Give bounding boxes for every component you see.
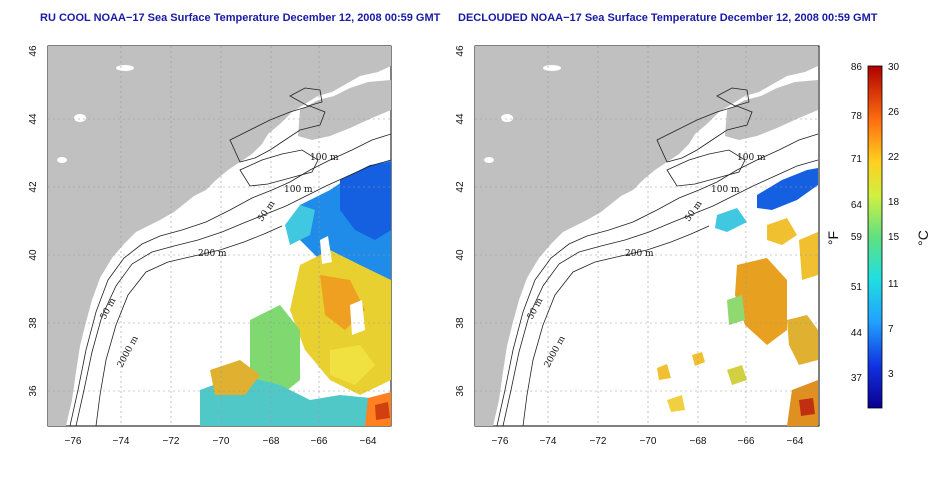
colorbar-celsius-tick: 26 [888,107,900,118]
x-tick-label: −70 [640,436,657,447]
right-lake [484,157,494,163]
y-tick-label: 46 [28,45,39,57]
colorbar-gradient [867,65,883,409]
x-tick-label: −68 [263,436,280,447]
colorbar-celsius-tick: 18 [888,197,900,208]
y-tick-label: 42 [28,181,39,193]
colorbar-fahrenheit-tick: 86 [851,62,863,73]
left-land-nova-scotia [298,80,391,140]
contour-label: 200 m [625,249,654,259]
left-panel-title: RU COOL NOAA−17 Sea Surface Temperature … [40,12,441,24]
y-tick-label: 40 [455,249,466,261]
colorbar-fahrenheit-tick: 37 [851,373,863,384]
right-land-nova-scotia [725,80,818,140]
left-y-ticks: 36 38 40 42 44 46 [28,45,39,397]
y-tick-label: 38 [28,317,39,329]
y-tick-label: 44 [28,113,39,125]
x-tick-label: −64 [787,436,804,447]
right-sst-patches [657,168,818,426]
colorbar-fahrenheit-tick: 59 [851,232,863,243]
contour-label: 100 m [284,185,313,195]
colorbar-celsius-tick: 3 [888,369,894,380]
right-panel-title: DECLOUDED NOAA−17 Sea Surface Temperatur… [458,12,878,24]
colorbar-celsius-labels: 30 26 22 18 15 11 7 3 [888,62,900,380]
y-tick-label: 46 [455,45,466,57]
right-land-north-america [475,46,818,426]
contour-label: 200 m [198,249,227,259]
x-tick-label: −76 [65,436,82,447]
y-tick-label: 40 [28,249,39,261]
right-grid [475,46,818,426]
left-lake [57,157,67,163]
contour-label: 100 m [711,185,740,195]
x-tick-label: −70 [213,436,230,447]
x-tick-label: −72 [163,436,180,447]
right-y-ticks: 36 38 40 42 44 46 [455,45,466,397]
left-land-north-america [48,46,391,426]
x-tick-label: −66 [738,436,755,447]
colorbar-celsius-tick: 22 [888,152,900,163]
y-tick-label: 36 [455,385,466,397]
colorbar-celsius-tick: 15 [888,232,900,243]
colorbar-fahrenheit-tick: 51 [851,282,863,293]
right-x-ticks: −76 −74 −72 −70 −68 −66 −64 [492,436,804,447]
right-lake [501,114,513,122]
fahrenheit-unit-label: °F [825,231,841,245]
y-tick-label: 38 [455,317,466,329]
x-tick-label: −74 [540,436,557,447]
colorbar-fahrenheit-tick: 78 [851,111,863,122]
x-tick-label: −74 [113,436,130,447]
right-map: 100 m 100 m 50 m 200 m 50 m 2000 m −76 −… [455,45,820,447]
left-grid [48,46,391,426]
colorbar-fahrenheit-tick: 71 [851,154,863,165]
colorbar-fahrenheit-tick: 64 [851,200,863,211]
left-bathymetry-contours [69,87,391,426]
left-sst-swath [200,160,391,426]
y-tick-label: 44 [455,113,466,125]
celsius-unit-label: °C [915,230,931,246]
colorbar-fahrenheit-tick: 44 [851,328,863,339]
x-tick-label: −72 [590,436,607,447]
colorbar-celsius-tick: 30 [888,62,900,73]
x-tick-label: −64 [360,436,377,447]
contour-label: 100 m [737,153,766,163]
colorbar-celsius-tick: 7 [888,324,894,335]
contour-label: 100 m [310,153,339,163]
x-tick-label: −68 [690,436,707,447]
right-lake [543,65,561,71]
colorbar-fahrenheit-labels: 86 78 71 64 59 51 44 37 [851,62,863,384]
left-lake [116,65,134,71]
temperature-colorbar: 86 78 71 64 59 51 44 37 30 26 22 18 15 11 7 3 °F °C [825,62,931,409]
left-lake [74,114,86,122]
y-tick-label: 42 [455,181,466,193]
x-tick-label: −76 [492,436,509,447]
x-tick-label: −66 [311,436,328,447]
left-map: 100 m 100 m 50 m 200 m 50 m 2000 m −76 −… [28,45,392,447]
left-x-ticks: −76 −74 −72 −70 −68 −66 −64 [65,436,377,447]
right-bathymetry-contours [496,87,819,426]
y-tick-label: 36 [28,385,39,397]
colorbar-celsius-tick: 11 [888,279,899,290]
